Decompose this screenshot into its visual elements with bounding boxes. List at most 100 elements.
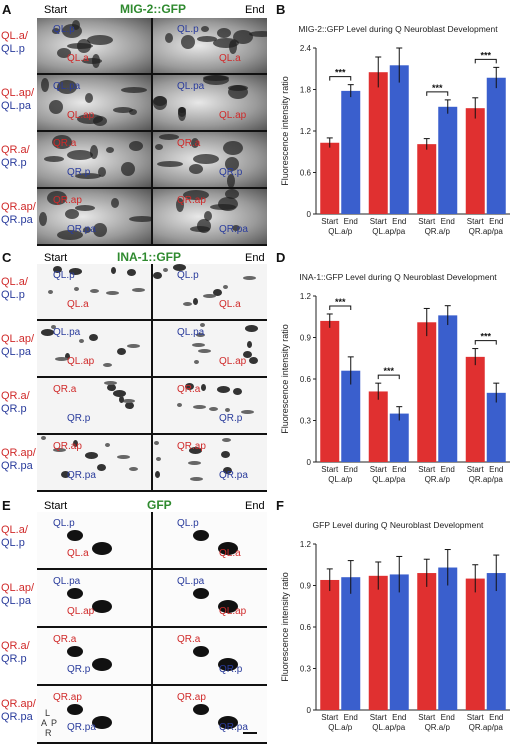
cell-blob <box>98 167 106 177</box>
cell-blob <box>79 339 84 343</box>
y-tick-label: 0 <box>307 706 312 715</box>
cell-blob <box>177 403 182 407</box>
cell-blob <box>183 302 192 306</box>
cell-label: QL.pa <box>177 576 205 587</box>
micrograph-start-tile: QL.p QL.a <box>37 512 151 568</box>
cell-blob <box>48 290 53 294</box>
cell-blob <box>111 267 116 274</box>
cell-blob <box>69 268 82 275</box>
end-label-e: End <box>245 500 265 512</box>
bar-end <box>438 315 458 462</box>
cell-label: QL.ap <box>67 110 95 121</box>
cell-blob <box>223 141 243 155</box>
row-label-bottom: QR.p <box>1 157 27 169</box>
y-tick-label: 1.2 <box>300 127 312 136</box>
cell-blob <box>67 704 83 715</box>
bar-end <box>486 77 506 214</box>
micrograph-start-tile: QR.ap QR.pa <box>37 189 151 244</box>
significance-bracket <box>377 374 400 380</box>
x-sub-label: Start <box>418 465 436 474</box>
cell-blob <box>67 646 83 657</box>
cell-label: QR.ap <box>177 441 206 452</box>
cell-blob <box>193 588 209 599</box>
cell-label: QL.ap <box>219 110 247 121</box>
row-label-bottom: QR.pa <box>1 460 33 472</box>
row-label-top: QR.a/ <box>1 640 30 652</box>
bar-start <box>368 391 388 462</box>
cell-label: QR.ap <box>53 692 82 703</box>
y-tick-label: 0.6 <box>300 375 312 384</box>
cell-blob <box>41 78 49 92</box>
cell-blob <box>105 443 110 447</box>
panel-letter-f: F <box>276 498 284 513</box>
cell-label: QL.p <box>177 518 199 529</box>
chart-title: INA-1::GFP Level during Q Neuroblast Dev… <box>299 272 497 282</box>
bar-end <box>389 574 409 710</box>
cell-blob <box>77 39 91 53</box>
cell-blob <box>92 600 112 613</box>
cell-blob <box>217 386 230 393</box>
cell-blob <box>104 381 117 385</box>
cell-label: QR.pa <box>67 224 96 235</box>
cell-blob <box>106 291 119 295</box>
significance-label: *** <box>335 297 346 307</box>
cell-blob <box>173 264 186 271</box>
cell-blob <box>227 174 235 187</box>
cell-label: QL.p <box>177 24 199 35</box>
bar-start <box>417 322 437 462</box>
cell-blob <box>73 440 78 447</box>
chart-title: MIG-2::GFP Level during Q Neuroblast Dev… <box>298 24 498 34</box>
cell-blob <box>210 204 236 210</box>
micrograph-start-tile: QL.p QL.a <box>37 18 151 73</box>
x-category-label: QL.ap/pa <box>372 227 405 236</box>
cell-blob <box>129 109 137 115</box>
cell-blob <box>218 600 238 613</box>
cell-blob <box>129 141 143 151</box>
x-sub-label: Start <box>370 217 388 226</box>
cell-blob <box>117 455 130 459</box>
cell-blob <box>113 107 133 113</box>
cell-blob <box>193 405 206 409</box>
cell-blob <box>213 289 222 296</box>
micrograph-end-tile: QR.a QR.p <box>153 132 267 187</box>
cell-label: QL.a <box>67 53 89 64</box>
cell-blob <box>221 451 230 458</box>
x-category-label: QR.a/p <box>425 475 451 484</box>
micrograph-end-tile: QR.a QR.p <box>153 628 267 684</box>
cell-blob <box>229 40 237 54</box>
cell-blob <box>75 173 101 179</box>
x-sub-label: Start <box>321 217 339 226</box>
cell-blob <box>193 646 209 657</box>
cell-blob <box>232 225 240 231</box>
cell-blob <box>41 436 46 440</box>
x-sub-label: Start <box>467 217 485 226</box>
cell-label: QR.ap <box>53 195 82 206</box>
start-label-a: Start <box>44 4 68 16</box>
chart-title: GFP Level during Q Neuroblast Developmen… <box>313 520 485 530</box>
cell-blob <box>193 530 209 541</box>
cell-blob <box>249 357 258 364</box>
micrograph-start-tile: QR.ap QR.pa <box>37 435 151 490</box>
row-label-bottom: QL.pa <box>1 100 31 112</box>
x-sub-label: End <box>392 217 406 226</box>
cell-blob <box>249 31 267 37</box>
x-sub-label: End <box>441 217 455 226</box>
start-label-e: Start <box>44 500 68 512</box>
cell-blob <box>127 344 140 348</box>
cell-label: QR.pa <box>219 722 248 733</box>
row-label-bottom: QL.p <box>1 43 25 55</box>
cell-blob <box>218 716 238 729</box>
cell-label: QR.p <box>219 413 243 424</box>
cell-blob <box>103 363 112 367</box>
bar-start <box>320 142 340 214</box>
panel-letter-b: B <box>276 2 286 17</box>
cell-blob <box>75 205 95 211</box>
cell-label: QR.p <box>219 167 243 178</box>
cell-blob <box>243 276 256 280</box>
cell-label: QL.ap <box>67 606 95 617</box>
bar-start <box>417 144 437 214</box>
micrograph-start-tile: QL.pa QL.ap <box>37 570 151 626</box>
bar-end <box>486 392 506 462</box>
